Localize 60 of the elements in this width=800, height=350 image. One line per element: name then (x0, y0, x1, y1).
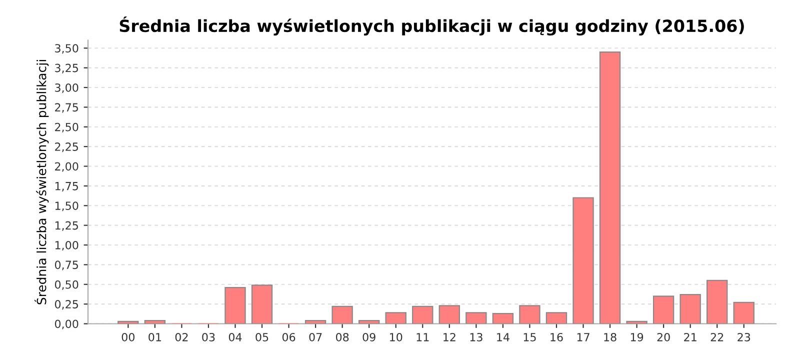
bar (599, 52, 621, 324)
y-axis-title: Średnia liczba wyświetlonych publikacji (34, 60, 49, 304)
x-tick-label: 10 (390, 332, 402, 342)
x-tick-label: 04 (228, 332, 242, 342)
y-tick-label: 3,00 (55, 83, 78, 94)
y-tick-label: 1,50 (55, 202, 78, 212)
y-tick-label: 1,75 (55, 182, 78, 192)
y-tick-label: 1,25 (55, 221, 78, 231)
x-tick-label: 14 (497, 333, 510, 342)
bar (144, 320, 166, 324)
bar (358, 320, 380, 324)
y-tick-label: 0,75 (54, 260, 78, 270)
y-tick-label: 0,50 (54, 280, 78, 290)
y-tick-label: 1,00 (55, 240, 78, 251)
x-tick-label: 20 (657, 332, 670, 342)
x-tick-label: 18 (604, 332, 616, 342)
x-tick-label: 22 (710, 332, 724, 342)
y-tick-label: 0,00 (54, 320, 78, 330)
y-tick-label: 3,25 (55, 64, 78, 74)
y-tick-label: 0,25 (54, 300, 78, 310)
x-tick-label: 13 (470, 332, 482, 342)
bar (652, 296, 674, 324)
bar (706, 280, 728, 324)
bar (680, 294, 701, 324)
bar (224, 286, 246, 324)
bar (412, 306, 434, 324)
bar (546, 312, 568, 324)
x-tick-label: 09 (362, 332, 376, 342)
y-tick-label: 3,50 (55, 44, 78, 54)
x-tick-label: 00 (122, 332, 134, 342)
x-tick-label: 16 (550, 332, 563, 342)
x-tick-label: 23 (738, 332, 750, 342)
y-tick-label: 2,00 (55, 162, 78, 172)
bar (332, 306, 353, 324)
x-tick-label: 05 (256, 332, 268, 342)
x-tick-label: 12 (444, 332, 456, 342)
bar (733, 302, 754, 324)
y-tick-label: 2,75 (55, 103, 78, 113)
x-tick-label: 11 (416, 333, 429, 342)
bar (572, 197, 594, 324)
bar (466, 312, 487, 324)
x-tick-label: 06 (282, 332, 296, 342)
x-tick-label: 17 (577, 333, 590, 342)
x-tick-label: 08 (336, 332, 349, 342)
x-tick-label: 03 (202, 332, 215, 342)
x-tick-label: 02 (175, 332, 188, 342)
y-tick-label: 2,50 (55, 122, 78, 132)
bar (304, 320, 326, 324)
x-tick-label: 15 (524, 333, 536, 342)
x-tick-label: 19 (630, 332, 644, 342)
chart-title: Średnia liczba wyświetlonych publikacji w ciągu godziny (2015.06) (120, 16, 744, 36)
x-tick-label: 07 (309, 332, 322, 342)
bar (438, 305, 460, 324)
bar (251, 284, 273, 324)
bar (385, 312, 406, 324)
bar (519, 305, 540, 324)
y-tick-label: 2,25 (55, 142, 78, 152)
x-tick-label: 01 (148, 332, 161, 342)
bar (492, 312, 514, 324)
x-tick-label: 21 (684, 332, 696, 342)
